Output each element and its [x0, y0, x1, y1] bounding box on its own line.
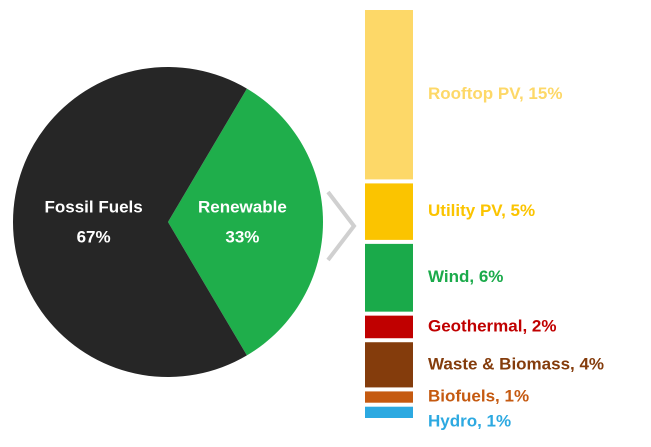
segment-label: Biofuels, 1% — [428, 387, 529, 406]
segment-label: Waste & Biomass, 4% — [428, 354, 604, 373]
segment-label: Utility PV, 5% — [428, 201, 535, 220]
pie-slice — [12, 66, 247, 378]
segment-label: Wind, 6% — [428, 267, 503, 286]
segment-label: Rooftop PV, 15% — [428, 84, 562, 103]
bar-segment — [365, 406, 413, 418]
slice-value-label: 67% — [77, 227, 111, 246]
bar-segment — [365, 243, 413, 312]
slice-value-label: 33% — [225, 227, 259, 246]
bar-segment — [365, 315, 413, 339]
bar-segment — [365, 391, 413, 403]
slice-label: Renewable — [198, 197, 287, 216]
bar-segment — [365, 10, 413, 180]
pie-slice — [168, 88, 323, 356]
chevron — [326, 190, 357, 262]
segment-label: Geothermal, 2% — [428, 316, 557, 335]
bar-segment — [365, 342, 413, 388]
segment-label: Hydro, 1% — [428, 412, 511, 431]
slice-label: Fossil Fuels — [44, 197, 142, 216]
bar-segment — [365, 183, 413, 240]
